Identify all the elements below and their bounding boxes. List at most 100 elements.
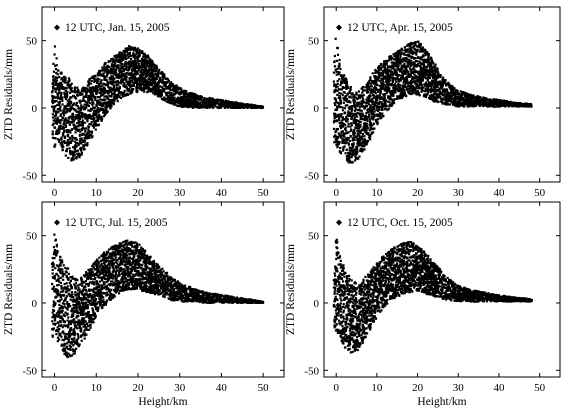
data-point <box>345 127 347 129</box>
data-point <box>121 63 123 65</box>
data-point <box>85 107 87 109</box>
data-point <box>113 87 115 89</box>
data-point <box>56 57 58 59</box>
data-point <box>342 116 344 118</box>
data-point <box>382 73 384 75</box>
data-point <box>368 116 370 118</box>
data-point <box>53 53 55 55</box>
data-point <box>69 123 71 125</box>
data-point <box>342 94 344 96</box>
data-point <box>352 137 354 139</box>
data-point <box>363 148 365 150</box>
data-point <box>430 58 432 60</box>
data-point <box>52 76 54 78</box>
data-point <box>106 80 108 82</box>
data-point <box>344 124 346 126</box>
data-point <box>434 64 436 66</box>
data-point <box>74 109 76 111</box>
data-point <box>446 88 448 90</box>
data-point <box>366 120 368 122</box>
data-point <box>382 83 384 85</box>
data-point <box>350 136 352 138</box>
data-point <box>52 116 54 118</box>
data-point <box>342 107 344 109</box>
data-point <box>75 131 77 133</box>
data-point <box>151 61 153 63</box>
data-point <box>351 117 353 119</box>
data-point <box>132 88 134 90</box>
data-point <box>392 94 394 96</box>
data-point <box>367 91 369 93</box>
data-point <box>68 77 70 79</box>
data-point <box>93 117 95 119</box>
data-point <box>81 100 83 102</box>
data-point <box>119 86 121 88</box>
data-point <box>402 75 404 77</box>
data-point <box>454 101 456 103</box>
data-point <box>66 87 68 89</box>
data-point <box>439 96 441 98</box>
data-point <box>59 122 61 124</box>
data-point <box>183 98 185 100</box>
data-point <box>123 65 125 67</box>
data-point <box>369 95 371 97</box>
data-point <box>397 54 399 56</box>
data-point <box>397 67 399 69</box>
data-point <box>422 47 424 49</box>
data-point <box>338 102 340 104</box>
data-point <box>63 131 65 133</box>
data-point <box>53 71 55 73</box>
data-point <box>60 110 62 112</box>
data-point <box>401 49 403 51</box>
data-point <box>338 92 340 94</box>
data-point <box>339 122 341 124</box>
data-point <box>53 146 55 148</box>
data-point <box>449 103 451 105</box>
data-point <box>103 79 105 81</box>
data-point <box>348 157 350 159</box>
data-point <box>368 98 370 100</box>
data-point <box>76 87 78 89</box>
data-point <box>367 140 369 142</box>
data-point <box>66 148 68 150</box>
y-axis-label: ZTD Residuals/mm <box>3 49 15 140</box>
data-point <box>111 93 113 95</box>
data-point <box>168 80 170 82</box>
data-point <box>401 61 403 63</box>
data-point <box>336 86 338 88</box>
data-point <box>135 60 137 62</box>
data-point <box>52 123 54 125</box>
data-point <box>342 109 344 111</box>
data-point <box>415 54 417 56</box>
data-point <box>373 111 375 113</box>
data-point <box>159 85 161 87</box>
data-point <box>77 150 79 152</box>
data-point <box>356 115 358 117</box>
data-point <box>347 131 349 133</box>
data-point <box>88 99 90 101</box>
data-point <box>55 68 57 70</box>
data-point <box>113 78 115 80</box>
data-point <box>355 153 357 155</box>
data-point <box>451 97 453 99</box>
data-point <box>80 104 82 106</box>
data-point <box>85 127 87 129</box>
data-point <box>175 84 177 86</box>
data-point <box>380 92 382 94</box>
data-point <box>346 120 348 122</box>
y-tick-label: 50 <box>26 36 38 48</box>
data-point <box>404 46 406 48</box>
data-point <box>107 84 109 86</box>
data-point <box>54 117 56 119</box>
data-point <box>52 89 54 91</box>
data-point <box>388 108 390 110</box>
data-point <box>359 126 361 128</box>
data-point <box>377 91 379 93</box>
data-point <box>342 126 344 128</box>
data-point <box>169 89 171 91</box>
data-point <box>337 83 339 85</box>
data-point <box>333 128 335 130</box>
data-point <box>363 94 365 96</box>
data-point <box>111 69 113 71</box>
data-point <box>335 38 337 40</box>
